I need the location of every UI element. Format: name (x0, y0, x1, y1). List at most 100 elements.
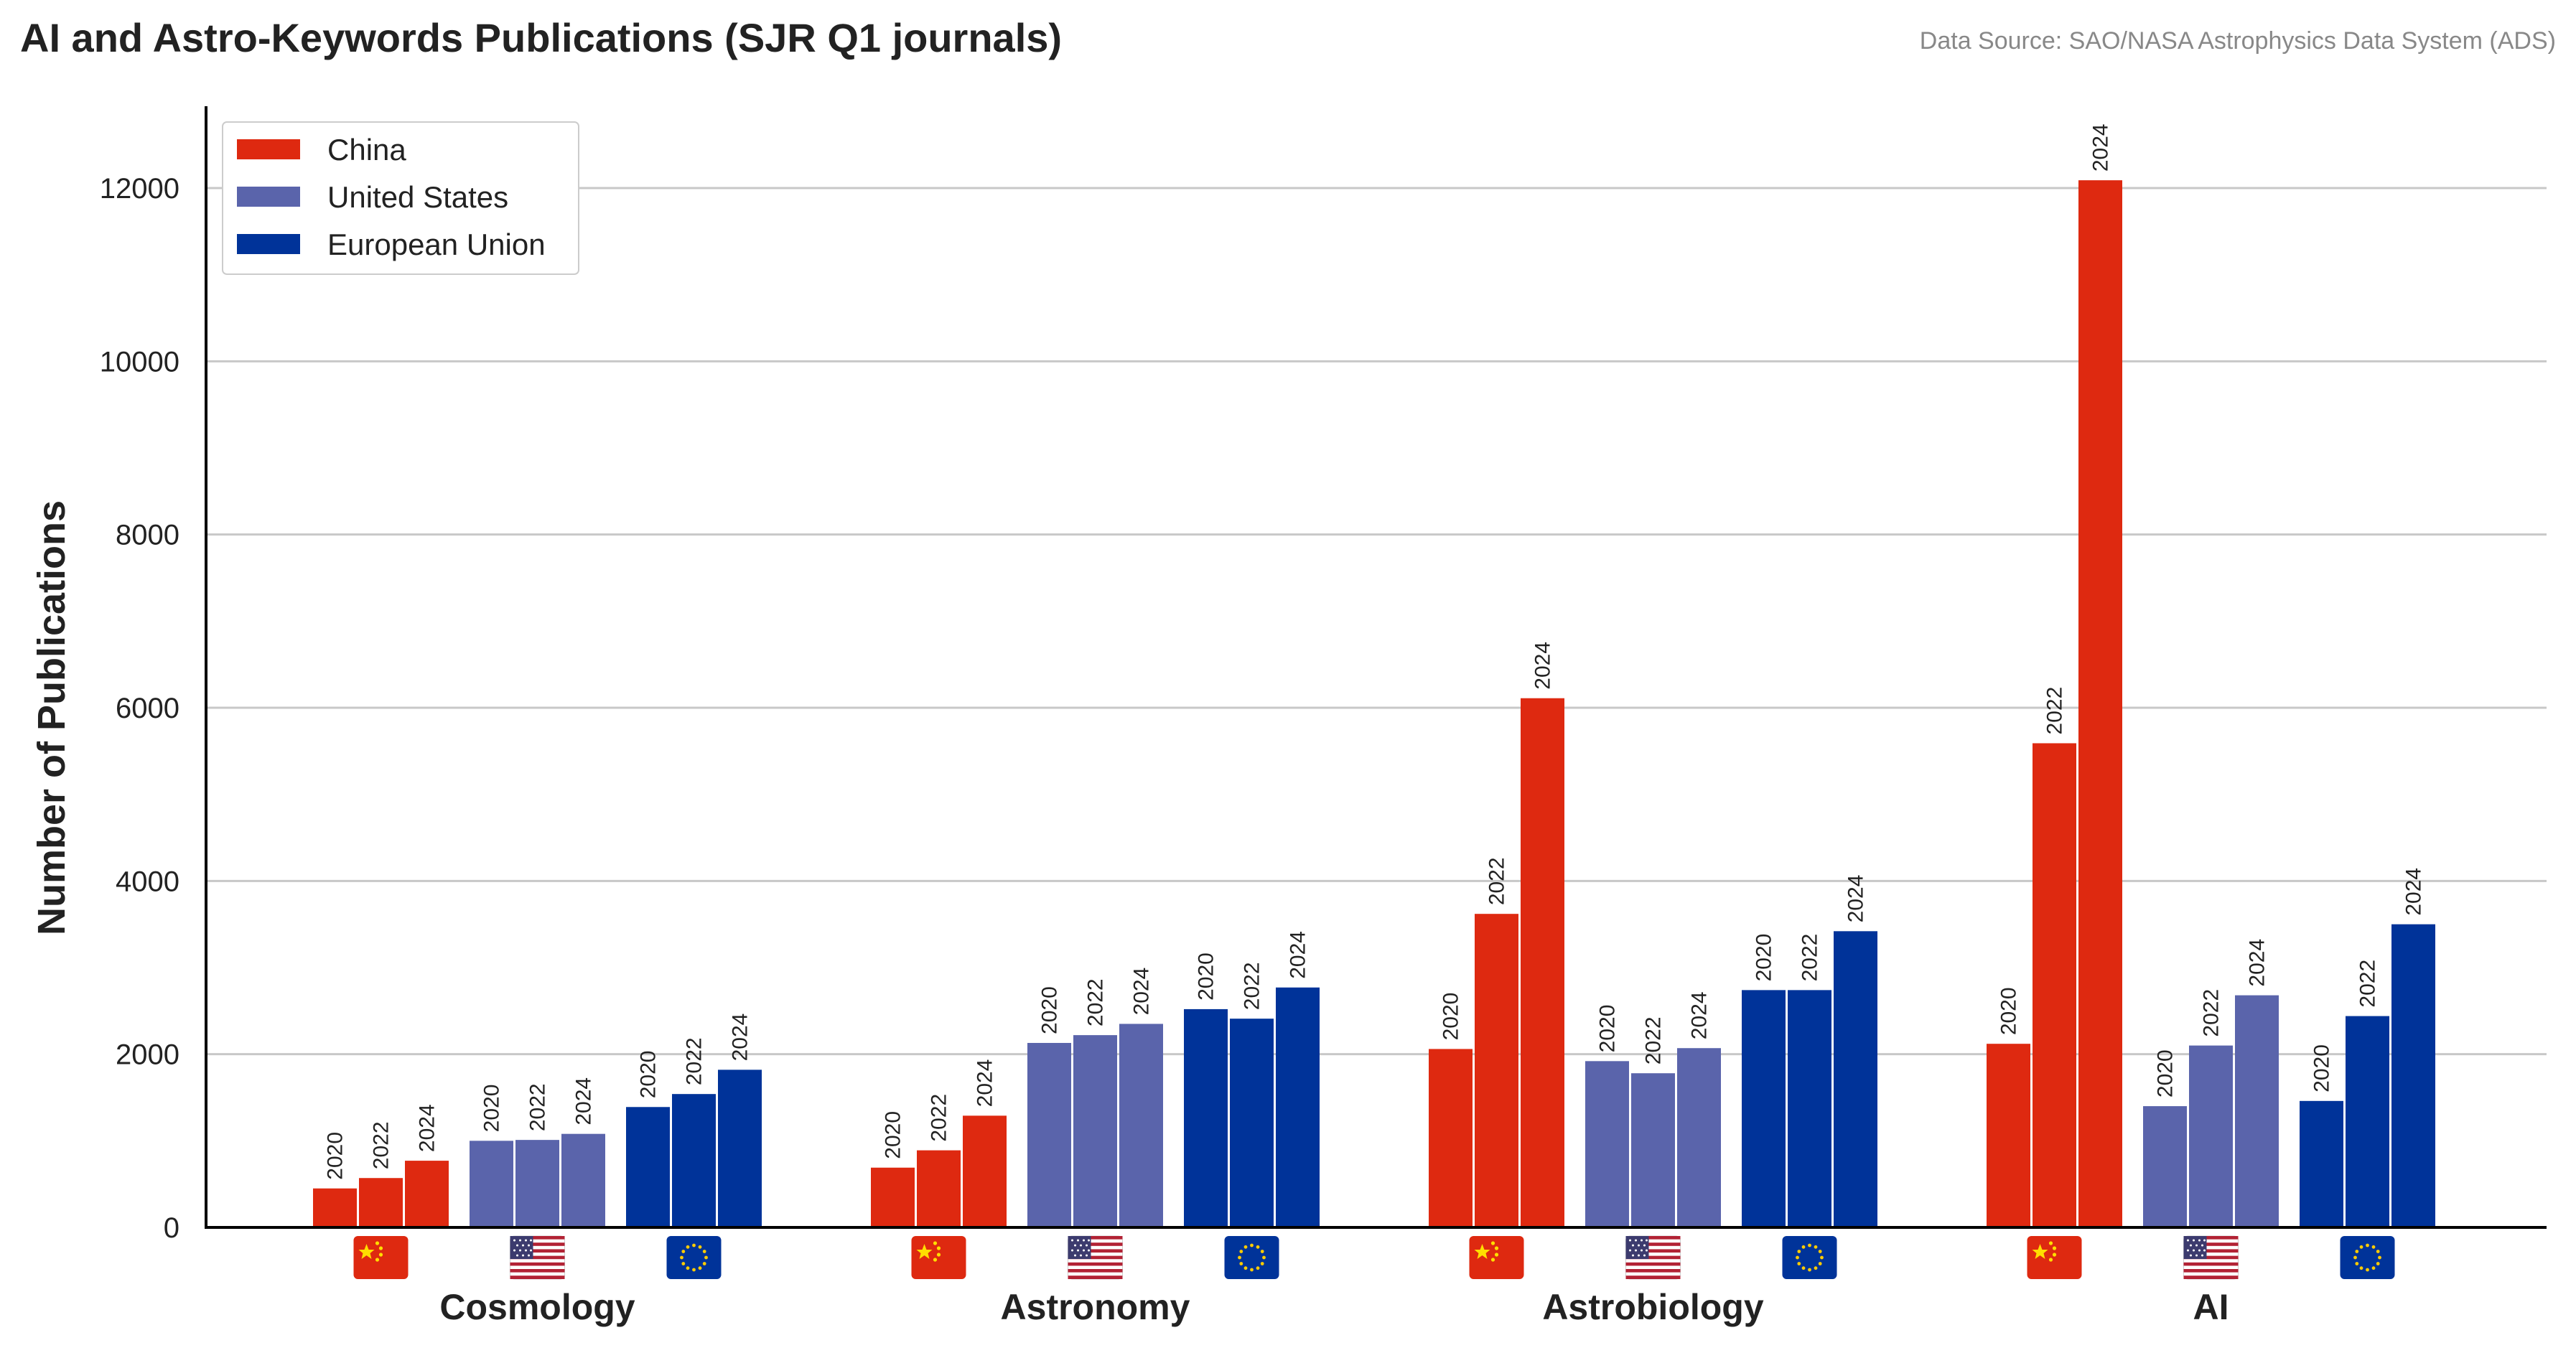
y-axis-ticks: 0 2000 4000 6000 8000 10000 12000 (100, 173, 179, 1244)
bar (1987, 1044, 2030, 1227)
bar-year-label: 2024 (2089, 123, 2113, 172)
bar (2346, 1016, 2389, 1227)
eu-flag-icon (666, 1236, 722, 1279)
bar (1073, 1035, 1117, 1227)
bar (2391, 924, 2435, 1227)
chart-title: AI and Astro-Keywords Publications (SJR … (20, 15, 1062, 60)
bar-year-label: 2024 (1688, 991, 1712, 1039)
y-tick-label: 2000 (116, 1039, 179, 1071)
us-flag-icon (510, 1235, 565, 1280)
bar-year-label: 2024 (416, 1104, 439, 1152)
bar (871, 1167, 915, 1227)
category-label: Cosmology (439, 1287, 635, 1327)
bar (1631, 1073, 1675, 1227)
bar-year-label: 2024 (1287, 931, 1310, 979)
bar-year-label: 2024 (2246, 939, 2269, 987)
us-flag-icon (1625, 1235, 1681, 1280)
bar (2033, 743, 2076, 1227)
bar (561, 1133, 605, 1227)
bar-year-label: 2022 (683, 1037, 706, 1085)
bar (1429, 1049, 1473, 1227)
y-tick-label: 8000 (116, 520, 179, 551)
category-label: AI (2193, 1287, 2229, 1327)
bar (2078, 180, 2122, 1227)
bar-year-label: 2020 (1195, 953, 1218, 1001)
bar (1027, 1042, 1071, 1227)
bar-year-label: 2022 (2200, 989, 2223, 1037)
china-flag-icon (353, 1236, 409, 1279)
bar-year-label: 2020 (1596, 1005, 1620, 1053)
category-labels: Cosmology Astronomy Astrobiology AI (439, 1287, 2229, 1327)
bar-year-label: 2020 (2154, 1049, 2178, 1097)
bar-year-label: 2022 (526, 1083, 550, 1131)
eu-flag-icon (1782, 1236, 1837, 1279)
bar (1184, 1008, 1228, 1227)
y-tick-label: 12000 (100, 173, 179, 205)
legend: China United States European Union (222, 121, 579, 275)
bar-year-label: 2022 (1485, 857, 1509, 905)
bar-year-label: 2022 (1241, 962, 1264, 1010)
legend-label: European Union (327, 228, 546, 261)
bar-year-label: 2022 (370, 1121, 393, 1169)
legend-label: China (327, 133, 406, 167)
us-flag-icon (2183, 1235, 2239, 1280)
bar-year-label: 2020 (1753, 934, 1776, 982)
y-axis-label: Number of Publications (30, 500, 73, 935)
legend-swatch (237, 187, 300, 207)
bar (2235, 995, 2279, 1227)
bar-year-label: 2022 (2043, 687, 2067, 735)
data-source-note: Data Source: SAO/NASA Astrophysics Data … (1920, 27, 2556, 55)
bar (515, 1140, 559, 1227)
bar-year-label: 2022 (1084, 978, 1108, 1026)
bar (2143, 1106, 2187, 1227)
bar (1677, 1048, 1721, 1227)
country-flags (353, 1235, 2395, 1280)
y-tick-label: 6000 (116, 693, 179, 724)
bar (1521, 698, 1564, 1227)
bar (626, 1107, 670, 1227)
bar-year-label: 2024 (729, 1014, 752, 1062)
bar-year-label: 2024 (1844, 875, 1868, 923)
bar (1276, 987, 1320, 1227)
bar-year-label: 2020 (882, 1111, 905, 1159)
bar (2189, 1045, 2233, 1227)
bar-year-label: 2020 (480, 1085, 504, 1133)
bar-year-label: 2024 (572, 1077, 596, 1125)
bar (359, 1178, 403, 1227)
category-label: Astronomy (1001, 1287, 1190, 1327)
bar-year-label: 2024 (1531, 642, 1555, 690)
china-flag-icon (1469, 1236, 1524, 1279)
bar-year-label: 2020 (2310, 1044, 2334, 1092)
china-flag-icon (2027, 1236, 2082, 1279)
bar (672, 1094, 716, 1227)
bar-year-label: 2022 (1798, 934, 1822, 982)
bar (313, 1188, 357, 1227)
bar (1119, 1024, 1163, 1227)
bar-year-label: 2024 (2402, 868, 2426, 916)
us-flag-icon (1068, 1235, 1123, 1280)
bar (917, 1150, 961, 1227)
bar-year-label: 2022 (2356, 960, 2380, 1008)
bar-year-label: 2020 (1439, 993, 1463, 1041)
bar (1788, 990, 1831, 1227)
bar (1834, 931, 1877, 1227)
category-label: Astrobiology (1542, 1287, 1764, 1327)
bar (718, 1069, 762, 1227)
bar (2300, 1100, 2343, 1227)
bar (1585, 1061, 1629, 1227)
bar-year-label: 2022 (1642, 1016, 1666, 1064)
bar-year-label: 2024 (1130, 968, 1154, 1016)
bar (1475, 914, 1518, 1227)
bar-year-label: 2020 (1038, 986, 1062, 1034)
y-tick-label: 10000 (100, 346, 179, 378)
bar-year-label: 2020 (1997, 987, 2021, 1035)
bars (313, 180, 2435, 1227)
bar-year-label: 2022 (928, 1094, 951, 1142)
eu-flag-icon (2340, 1236, 2395, 1279)
bar (1742, 990, 1786, 1227)
china-flag-icon (911, 1236, 966, 1279)
bar (963, 1115, 1007, 1227)
y-tick-label: 0 (164, 1212, 179, 1244)
legend-box (222, 121, 579, 275)
